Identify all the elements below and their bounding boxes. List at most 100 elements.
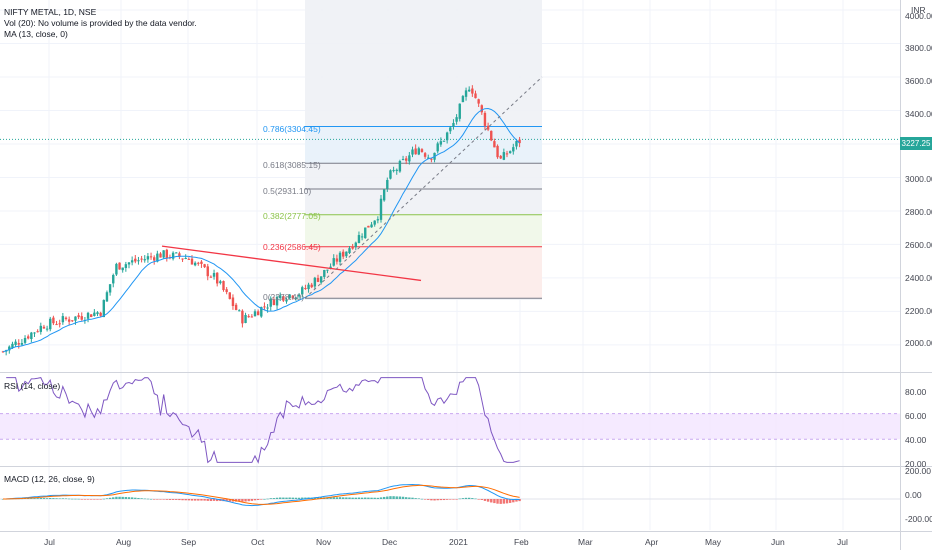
macd-histogram-bar — [395, 496, 398, 499]
macd-histogram-bar — [408, 497, 411, 499]
candle-body — [279, 295, 282, 299]
last-price-tag: 3227.25 — [900, 137, 932, 150]
macd-histogram-bar — [187, 499, 191, 501]
fib-zone — [305, 126, 542, 164]
macd-histogram-bar — [490, 499, 493, 503]
candle-body — [30, 332, 33, 339]
macd-histogram-bar — [209, 499, 213, 502]
candle-body — [335, 258, 339, 262]
candle-body — [234, 304, 238, 310]
candle-body — [96, 312, 99, 315]
macd-histogram-bar — [200, 499, 203, 501]
candle-body — [474, 93, 477, 99]
candle-body — [153, 257, 156, 261]
macd-histogram-bar — [112, 497, 115, 499]
macd-histogram-bar — [197, 499, 200, 501]
candle-body — [184, 257, 187, 259]
macd-histogram-bar — [316, 497, 320, 499]
macd-histogram-bar — [332, 497, 335, 499]
candle-body — [61, 316, 65, 323]
macd-histogram-bar — [247, 499, 250, 502]
candle-body — [175, 252, 178, 254]
macd-histogram-bar — [156, 499, 159, 500]
macd-histogram-bar — [329, 497, 332, 499]
candle-body — [55, 324, 58, 326]
candle-body — [80, 316, 83, 320]
candle-body — [423, 153, 427, 157]
rsi-line — [6, 377, 520, 464]
candle-body — [354, 242, 357, 248]
macd-histogram-bar — [256, 499, 260, 500]
candle-body — [458, 103, 461, 119]
candle-body — [515, 141, 518, 147]
candle-body — [316, 277, 320, 282]
macd-histogram-bar — [297, 497, 301, 499]
candle-body — [67, 319, 71, 322]
macd-tick: 0.00 — [905, 490, 922, 500]
candle-body — [445, 132, 449, 141]
candle-body — [301, 287, 304, 295]
candle-body — [14, 341, 17, 345]
trendline — [161, 245, 422, 282]
candle-body — [395, 169, 398, 171]
candle-body — [71, 320, 74, 322]
macd-histogram-bar — [30, 498, 33, 499]
candle-body — [471, 88, 474, 94]
candle-body — [483, 112, 487, 126]
time-tick: Jul — [44, 537, 55, 547]
candle-body — [241, 310, 244, 324]
candle-body — [118, 262, 121, 270]
candle-body — [294, 297, 298, 299]
macd-histogram-bar — [291, 497, 294, 499]
macd-histogram-bar — [279, 497, 282, 499]
macd-histogram-bar — [181, 499, 184, 501]
candle-body — [216, 272, 219, 284]
candle-body — [156, 253, 159, 262]
macd-histogram-bar — [360, 497, 364, 499]
candle-body — [115, 263, 118, 275]
rsi-pane — [0, 377, 900, 464]
rsi-tick: 40.00 — [905, 435, 927, 445]
macd-histogram-bar — [357, 497, 361, 499]
macd-histogram-bar — [398, 496, 402, 499]
macd-histogram-bar — [282, 497, 285, 499]
candle-body — [209, 276, 213, 278]
candle-body — [282, 296, 285, 301]
macd-histogram-bar — [165, 499, 168, 500]
macd-histogram-bar — [168, 499, 172, 500]
macd-histogram-bar — [389, 496, 392, 499]
macd-histogram-bar — [206, 499, 209, 501]
macd-histogram-bar — [423, 499, 427, 500]
price-tick: 3000.00 — [905, 174, 932, 184]
macd-histogram-bar — [178, 499, 181, 501]
time-tick: 2021 — [449, 537, 468, 547]
candle-body — [45, 328, 49, 330]
candle-body — [181, 258, 184, 260]
candle-body — [64, 317, 68, 320]
macd-histogram-bar — [464, 497, 468, 499]
macd-histogram-bar — [61, 498, 65, 499]
candle-body — [285, 299, 288, 302]
candle-body — [502, 152, 506, 160]
macd-legend: MACD (12, 26, close, 9) — [4, 474, 95, 484]
candle-body — [351, 246, 354, 249]
macd-histogram-bar — [442, 499, 446, 501]
candle-body — [23, 337, 27, 343]
candle-body — [244, 314, 247, 324]
macd-histogram-bar — [124, 496, 128, 499]
macd-histogram-bar — [241, 499, 244, 502]
macd-histogram-bar — [250, 499, 254, 501]
candle-body — [297, 295, 301, 297]
macd-histogram-bar — [515, 499, 518, 502]
candle-body — [140, 258, 143, 260]
candle-body — [212, 272, 216, 277]
macd-histogram-bar — [401, 496, 405, 499]
candle-body — [392, 170, 395, 172]
candle-body — [127, 262, 131, 265]
macd-histogram-bar — [477, 499, 480, 500]
macd-histogram-bar — [193, 499, 197, 501]
currency-label: INR — [911, 5, 926, 15]
macd-histogram-bar — [288, 497, 291, 499]
